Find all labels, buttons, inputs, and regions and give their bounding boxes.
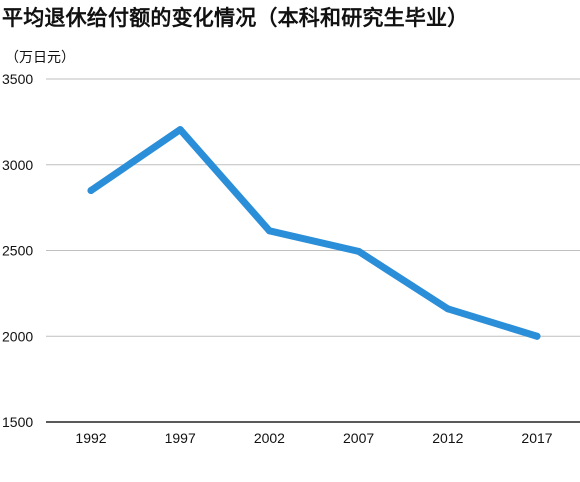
y-tick-label: 3500 xyxy=(2,71,33,87)
x-tick-label: 2007 xyxy=(343,430,374,446)
y-tick-labels: 1500 2000 2500 3000 3500 xyxy=(2,71,33,430)
gridlines xyxy=(46,78,580,423)
data-point xyxy=(87,186,95,194)
x-tick-label: 2017 xyxy=(521,430,552,446)
data-point xyxy=(444,305,452,313)
x-tick-label: 1992 xyxy=(75,430,106,446)
series-line xyxy=(87,126,541,340)
series-group xyxy=(87,126,541,340)
y-tick-label: 2500 xyxy=(2,243,33,259)
y-tick-label: 2000 xyxy=(2,328,33,344)
y-tick-label: 1500 xyxy=(2,414,33,430)
y-axis-unit-label: （万日元） xyxy=(5,50,75,66)
data-point xyxy=(265,227,273,235)
x-tick-labels: 1992 1997 2002 2007 2012 2017 xyxy=(75,430,552,446)
data-point xyxy=(355,247,363,255)
data-point xyxy=(176,126,184,134)
x-tick-label: 1997 xyxy=(165,430,196,446)
x-tick-label: 2002 xyxy=(254,430,285,446)
x-tick-label: 2012 xyxy=(432,430,463,446)
chart-title: 平均退休给付额的变化情况（本科和研究生毕业） xyxy=(2,6,469,30)
y-tick-label: 3000 xyxy=(2,157,33,173)
data-point xyxy=(533,332,541,340)
